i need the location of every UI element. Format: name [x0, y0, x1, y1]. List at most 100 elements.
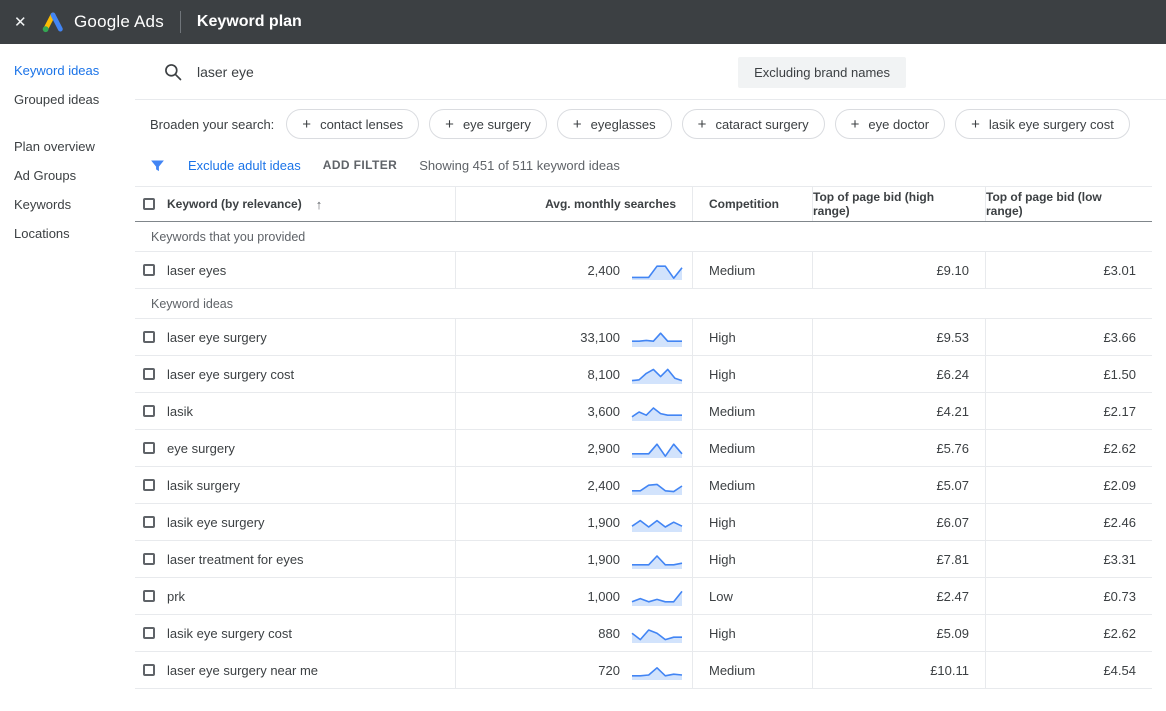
column-header-searches[interactable]: Avg. monthly searches [455, 187, 692, 221]
trend-sparkline [630, 325, 684, 349]
searches-cell: 720 [455, 652, 692, 688]
searches-cell: 8,100 [455, 356, 692, 392]
table-row: lasik eye surgery cost 880 High £5.09 £2… [135, 615, 1152, 652]
keyword-cell: lasik eye surgery [135, 504, 455, 540]
broaden-chip[interactable]: + eyeglasses [557, 109, 672, 139]
searches-cell: 2,900 [455, 430, 692, 466]
row-checkbox[interactable] [143, 627, 155, 639]
high-bid-value: £2.47 [812, 578, 985, 614]
plus-icon: + [698, 116, 707, 133]
column-header-high-bid[interactable]: Top of page bid (high range) [812, 187, 985, 221]
close-icon[interactable]: ✕ [14, 13, 40, 31]
table-section-row: Keywords that you provided [135, 222, 1152, 252]
searches-cell: 33,100 [455, 319, 692, 355]
exclude-adult-ideas-link[interactable]: Exclude adult ideas [188, 158, 301, 173]
competition-value: High [692, 356, 812, 392]
sidebar-item-keyword-ideas[interactable]: Keyword ideas [0, 56, 135, 85]
searches-value: 880 [598, 626, 620, 641]
add-filter-button[interactable]: ADD FILTER [323, 158, 397, 172]
sidebar-item-plan-overview[interactable]: Plan overview [0, 132, 135, 161]
trend-sparkline [630, 258, 684, 282]
showing-count-text: Showing 451 of 511 keyword ideas [419, 158, 620, 173]
filter-icon [149, 157, 166, 174]
high-bid-value: £9.53 [812, 319, 985, 355]
row-checkbox[interactable] [143, 368, 155, 380]
row-checkbox[interactable] [143, 553, 155, 565]
google-ads-logo-icon [40, 9, 66, 35]
searches-cell: 1,000 [455, 578, 692, 614]
keyword-text: eye surgery [167, 441, 235, 456]
row-checkbox[interactable] [143, 516, 155, 528]
broaden-chip-label: cataract surgery [715, 117, 808, 132]
low-bid-value: £2.62 [985, 615, 1152, 651]
row-checkbox[interactable] [143, 479, 155, 491]
excluding-brand-names-chip[interactable]: Excluding brand names [738, 57, 906, 88]
row-checkbox[interactable] [143, 405, 155, 417]
row-checkbox[interactable] [143, 442, 155, 454]
trend-sparkline [630, 473, 684, 497]
plus-icon: + [573, 116, 582, 133]
high-bid-value: £6.07 [812, 504, 985, 540]
sidebar-item-grouped-ideas[interactable]: Grouped ideas [0, 85, 135, 114]
select-all-checkbox[interactable] [143, 198, 155, 210]
keyword-text: lasik eye surgery [167, 515, 265, 530]
broaden-chip[interactable]: + lasik eye surgery cost [955, 109, 1130, 139]
trend-sparkline [630, 584, 684, 608]
searches-value: 3,600 [587, 404, 620, 419]
keyword-text: laser eye surgery cost [167, 367, 294, 382]
high-bid-value: £7.81 [812, 541, 985, 577]
sidebar-item-keywords[interactable]: Keywords [0, 190, 135, 219]
high-bid-value: £5.76 [812, 430, 985, 466]
column-header-low-bid[interactable]: Top of page bid (low range) [985, 187, 1152, 221]
searches-cell: 880 [455, 615, 692, 651]
table-row: prk 1,000 Low £2.47 £0.73 [135, 578, 1152, 615]
broaden-chip-label: lasik eye surgery cost [989, 117, 1114, 132]
sort-ascending-icon: ↑ [316, 197, 323, 212]
row-checkbox[interactable] [143, 664, 155, 676]
broaden-chip[interactable]: + contact lenses [286, 109, 419, 139]
keyword-cell: laser eye surgery cost [135, 356, 455, 392]
competition-value: Medium [692, 652, 812, 688]
searches-cell: 2,400 [455, 467, 692, 503]
competition-value: Medium [692, 430, 812, 466]
row-checkbox[interactable] [143, 264, 155, 276]
broaden-chip-label: eye surgery [463, 117, 531, 132]
low-bid-value: £4.54 [985, 652, 1152, 688]
row-checkbox[interactable] [143, 331, 155, 343]
column-header-competition[interactable]: Competition [692, 187, 812, 221]
high-bid-value: £9.10 [812, 252, 985, 288]
searches-value: 1,900 [587, 515, 620, 530]
searches-value: 2,400 [587, 263, 620, 278]
broaden-chip[interactable]: + eye doctor [835, 109, 945, 139]
column-header-keyword[interactable]: Keyword (by relevance) ↑ [135, 187, 455, 221]
trend-sparkline [630, 436, 684, 460]
trend-sparkline [630, 362, 684, 386]
searches-cell: 3,600 [455, 393, 692, 429]
low-bid-value: £2.09 [985, 467, 1152, 503]
searches-value: 1,900 [587, 552, 620, 567]
table-row: lasik 3,600 Medium £4.21 £2.17 [135, 393, 1152, 430]
search-bar: laser eye Excluding brand names [135, 44, 1166, 100]
searches-cell: 1,900 [455, 504, 692, 540]
sidebar-item-locations[interactable]: Locations [0, 219, 135, 248]
broaden-chip-label: eyeglasses [591, 117, 656, 132]
low-bid-value: £3.01 [985, 252, 1152, 288]
brand-name: Google Ads [74, 12, 164, 32]
high-bid-value: £10.11 [812, 652, 985, 688]
keyword-cell: eye surgery [135, 430, 455, 466]
filter-bar: Exclude adult ideas ADD FILTER Showing 4… [135, 148, 1166, 186]
row-checkbox[interactable] [143, 590, 155, 602]
high-bid-value: £4.21 [812, 393, 985, 429]
broaden-chip[interactable]: + cataract surgery [682, 109, 825, 139]
keyword-table: Keyword (by relevance) ↑ Avg. monthly se… [135, 186, 1152, 689]
broaden-chip-label: contact lenses [320, 117, 403, 132]
sidebar-item-ad-groups[interactable]: Ad Groups [0, 161, 135, 190]
keyword-text: laser eye surgery [167, 330, 267, 345]
keyword-text: laser eyes [167, 263, 226, 278]
broaden-chip[interactable]: + eye surgery [429, 109, 547, 139]
keyword-text: lasik [167, 404, 193, 419]
table-row: laser eyes 2,400 Medium £9.10 £3.01 [135, 252, 1152, 289]
plus-icon: + [851, 116, 860, 133]
low-bid-value: £1.50 [985, 356, 1152, 392]
search-input[interactable]: laser eye [197, 64, 254, 80]
